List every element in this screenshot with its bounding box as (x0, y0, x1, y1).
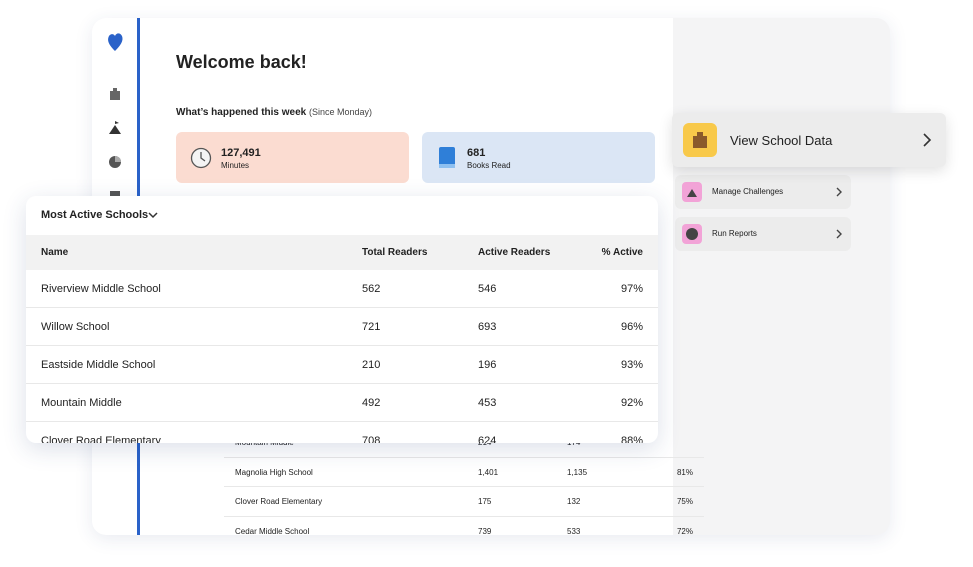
challenge-icon (682, 182, 702, 202)
action-button[interactable]: Manage Challenges (675, 175, 851, 209)
table-row: Riverview Middle School 562 546 97% (26, 270, 658, 308)
view-school-data[interactable]: View School Data (672, 113, 946, 167)
week-note: (Since Monday) (309, 107, 373, 117)
table-cell: 1,401 (478, 467, 499, 477)
table-cell: 93% (620, 359, 643, 371)
logo (108, 33, 123, 51)
table-cell: 210 (362, 359, 381, 371)
table-cell: 81% (676, 467, 693, 477)
stat-value: 127,491 (221, 147, 261, 159)
table-cell: Eastside Middle School (41, 359, 156, 371)
table-cell: Willow School (41, 321, 110, 333)
nav-challenges[interactable] (108, 121, 122, 135)
table-cell: 693 (478, 321, 497, 333)
table-row: Eastside Middle School 210 196 93% (26, 346, 658, 384)
welcome-title: Welcome back! (176, 52, 307, 72)
table-cell: Clover Road Elementary (235, 497, 323, 506)
stat-card: 127,491 Minutes (176, 132, 409, 183)
most-active-card: Most Active Schools Name Total Readers Act… (26, 196, 658, 443)
table-cell: 624 (478, 435, 497, 443)
table-cell: 92% (620, 397, 643, 409)
table-cell: 453 (478, 397, 497, 409)
table-cell: 75% (676, 497, 693, 506)
chevron (836, 187, 842, 197)
dropdown-chevron[interactable] (148, 211, 158, 219)
clock-icon (190, 147, 212, 169)
school-icon (683, 123, 717, 157)
table-cell: Clover Road Elementary (41, 435, 161, 443)
table-cell: 492 (362, 397, 381, 409)
column-header: Active Readers (478, 247, 551, 258)
table-cell: 1,135 (567, 467, 588, 477)
table-cell: 721 (362, 321, 381, 333)
table-header: Name Total Readers Active Readers % Active (26, 235, 658, 270)
column-header: Total Readers (362, 247, 428, 258)
table-cell: 562 (362, 283, 381, 295)
column-header: % Active (601, 247, 643, 258)
table-row: Willow School 721 693 96% (26, 308, 658, 346)
table-cell: 739 (478, 526, 492, 536)
action-button[interactable]: Run Reports (675, 217, 851, 251)
table-cell: 97% (620, 283, 643, 295)
table-row: Mountain Middle 492 453 92% (26, 384, 658, 422)
stat-value: 681 (467, 147, 486, 159)
table-cell: Riverview Middle School (41, 283, 161, 295)
table-row: Magnolia High School 1,401 1,135 81% (224, 458, 704, 487)
chevron (923, 133, 932, 147)
nav-school[interactable] (108, 87, 122, 101)
background-table: Mountain Middle214174Magnolia High Schoo… (224, 428, 704, 535)
table-cell: 196 (478, 359, 497, 371)
table-cell: Mountain Middle (41, 397, 122, 409)
table-cell: Cedar Middle School (235, 526, 310, 536)
table-row: Cedar Middle School 739 533 72% (224, 517, 704, 536)
reports-icon (682, 224, 702, 244)
action-label: Run Reports (712, 229, 757, 238)
stat-label: Books Read (467, 161, 511, 170)
table-cell: 175 (478, 497, 492, 506)
action-label: View School Data (730, 133, 833, 148)
stat-card: 681 Books Read (422, 132, 655, 183)
chevron (836, 229, 842, 239)
stat-label: Minutes (221, 161, 250, 170)
table-cell: 533 (567, 526, 581, 536)
table-row: Clover Road Elementary 708 624 88% (26, 422, 658, 443)
column-header: Name (41, 247, 69, 258)
book-icon (439, 147, 455, 168)
table-cell: 546 (478, 283, 497, 295)
action-label: Manage Challenges (712, 187, 784, 196)
week-heading: What’s happened this week (Since Monday) (176, 107, 372, 118)
table-cell: 72% (676, 526, 693, 536)
nav-reports[interactable] (108, 155, 122, 169)
table-cell: 132 (567, 497, 581, 506)
table-cell: 708 (362, 435, 381, 443)
table-cell: Magnolia High School (235, 467, 313, 477)
table-cell: 88% (620, 435, 643, 443)
table-cell: 96% (620, 321, 643, 333)
week-label: What’s happened this week (176, 107, 307, 118)
table-row: Clover Road Elementary 175 132 75% (224, 487, 704, 517)
card-title[interactable]: Most Active Schools (41, 209, 149, 221)
